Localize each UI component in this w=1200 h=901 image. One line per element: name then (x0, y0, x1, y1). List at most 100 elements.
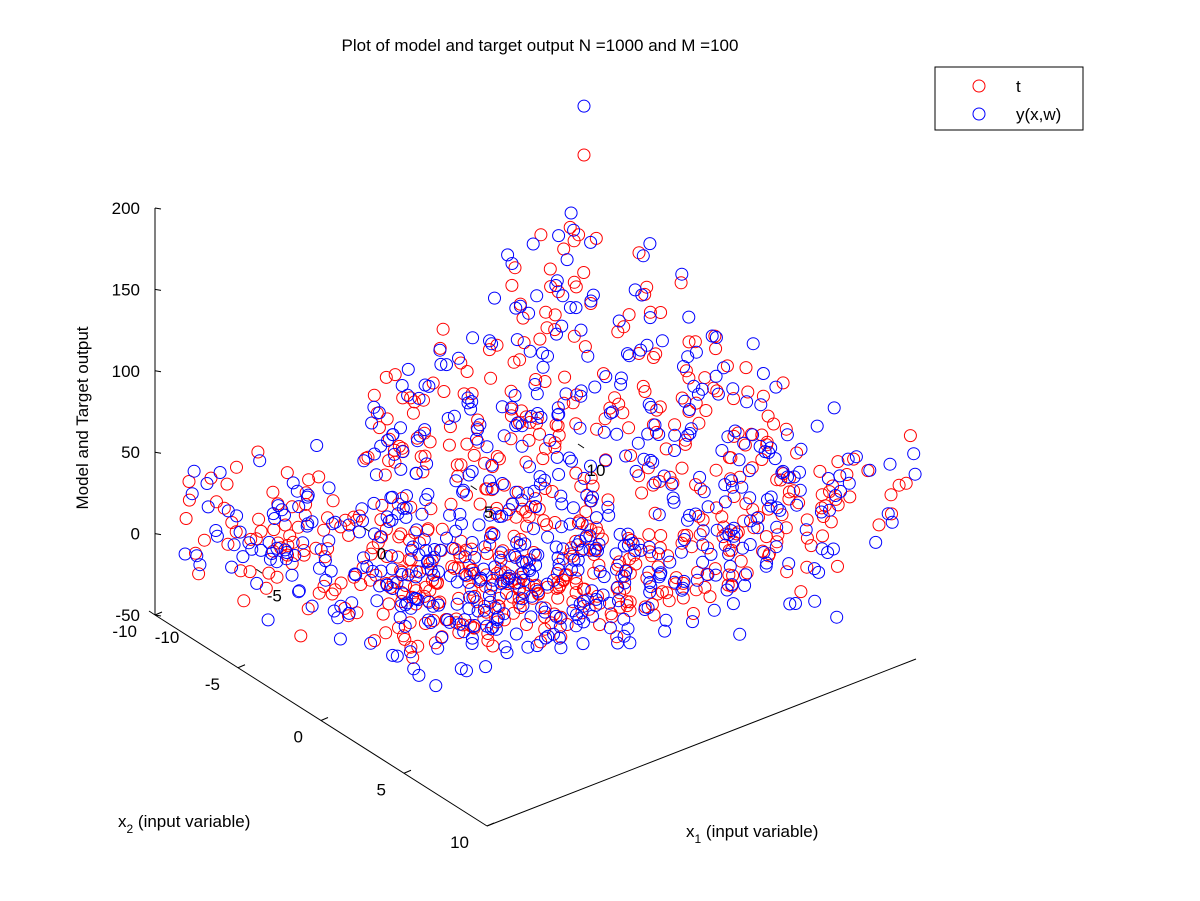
data-point-y (571, 553, 585, 567)
data-point-y (869, 535, 883, 549)
data-point-y (386, 648, 400, 662)
z-tick-label: -50 (115, 606, 140, 625)
data-point-t (741, 385, 755, 399)
data-point-y (494, 553, 508, 567)
data-point-y (483, 334, 496, 348)
data-point-y (821, 472, 835, 485)
data-point-t (436, 322, 450, 336)
data-point-y (576, 594, 590, 608)
data-point-y (570, 608, 583, 622)
data-point-y (538, 473, 552, 487)
data-point-t (437, 385, 451, 398)
data-point-t (688, 335, 702, 349)
data-point-y (833, 469, 847, 483)
data-point-t (574, 479, 588, 493)
data-point-t (465, 542, 479, 556)
data-point-t (442, 438, 456, 452)
data-point-t (492, 591, 506, 605)
data-point-y (374, 439, 388, 453)
data-point-y (675, 267, 689, 281)
data-point-t (435, 522, 449, 536)
data-point-y (328, 515, 342, 529)
data-point-y (209, 524, 223, 537)
data-point-t (426, 376, 440, 390)
data-point-y (428, 543, 441, 556)
data-point-t (522, 510, 536, 524)
data-point-t (686, 607, 700, 620)
data-point-t (548, 440, 562, 454)
data-point-t (755, 453, 769, 466)
data-point-y (466, 331, 480, 345)
data-point-y (405, 543, 418, 557)
data-point-y (538, 605, 552, 619)
data-point-y (509, 485, 523, 499)
data-point-y (523, 564, 537, 577)
data-point-y (530, 387, 544, 401)
data-point-t (601, 493, 615, 507)
data-point-t (302, 473, 316, 487)
data-point-y (640, 338, 654, 352)
data-point-t (418, 449, 432, 463)
data-point-y (523, 344, 537, 358)
data-point-y (572, 612, 586, 626)
data-point-y (403, 645, 417, 659)
data-point-y (369, 468, 383, 482)
x-tick-label: 5 (484, 503, 493, 522)
data-point-t (733, 470, 747, 484)
data-point-y (635, 288, 649, 302)
data-point-t (549, 418, 563, 432)
data-point-t (654, 529, 668, 542)
data-point-y (472, 518, 486, 532)
data-point-t (624, 449, 638, 462)
data-point-t (584, 297, 598, 310)
data-point-y (681, 513, 694, 527)
data-point-t (507, 529, 521, 543)
data-point-y (617, 539, 631, 553)
data-point-y (612, 594, 625, 608)
data-point-t (489, 507, 503, 520)
data-point-y (759, 559, 773, 573)
data-point-t (478, 456, 492, 470)
data-point-t (815, 488, 829, 502)
data-point-y (313, 561, 326, 575)
data-point-y (573, 534, 587, 548)
data-point-t (508, 261, 522, 275)
data-point-y (743, 491, 757, 505)
data-point-t (529, 373, 543, 386)
data-point-y (487, 527, 501, 541)
data-point-y (654, 566, 668, 580)
data-point-y (756, 367, 770, 380)
data-point-y (510, 333, 524, 347)
data-point-t (367, 388, 381, 402)
data-point-t (659, 442, 673, 456)
data-point-y (552, 557, 566, 571)
data-point-t (650, 425, 663, 439)
data-point-y (787, 470, 801, 484)
data-point-y (419, 493, 433, 507)
data-point-y (613, 527, 627, 541)
data-point-y (726, 597, 740, 611)
y-tick (486, 822, 495, 827)
data-point-t (497, 613, 511, 627)
data-point-y (253, 454, 267, 468)
data-point-t (831, 455, 845, 469)
data-point-y (736, 541, 750, 555)
data-point-y (683, 427, 697, 440)
data-point-y (565, 454, 578, 468)
data-point-y (641, 427, 655, 441)
data-point-y (556, 289, 570, 303)
data-point-t (266, 485, 280, 499)
data-point-t (294, 629, 308, 643)
data-point-t (792, 496, 806, 510)
data-point-t (470, 595, 484, 609)
data-point-t (738, 438, 752, 452)
data-point-y (634, 343, 648, 357)
data-point-t (727, 392, 740, 406)
data-point-t (649, 347, 663, 361)
data-point-y (527, 522, 540, 536)
data-point-y (245, 542, 259, 556)
data-point-t (780, 565, 794, 579)
data-point-y (746, 337, 760, 351)
data-point-t (710, 384, 724, 398)
data-point-t (645, 597, 659, 611)
